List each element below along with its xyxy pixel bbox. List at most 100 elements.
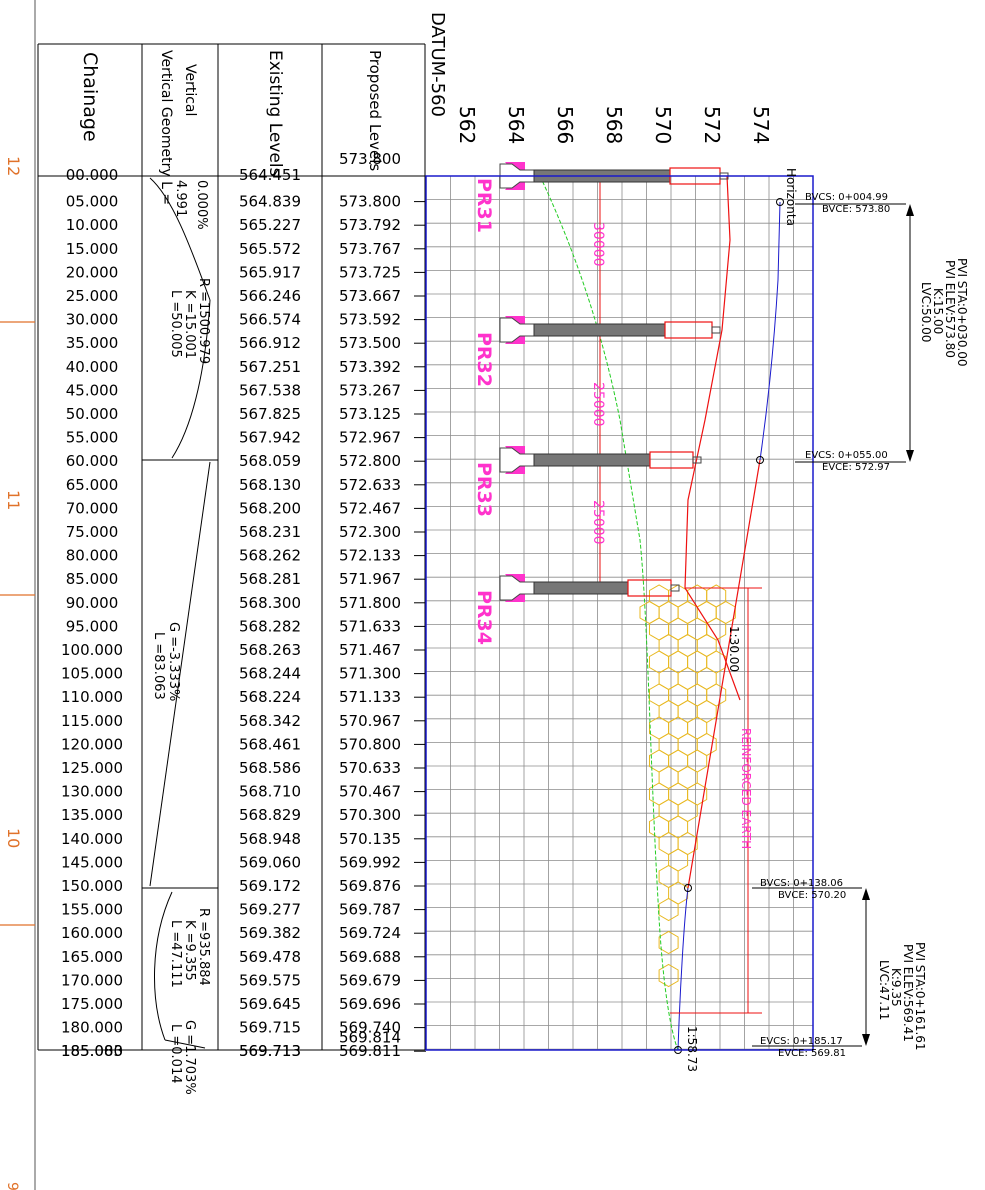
proposed-level-cell: 573.767 xyxy=(339,240,401,258)
existing-level-cell: 568.059 xyxy=(239,452,301,470)
existing-level-cell: 569.277 xyxy=(239,901,301,919)
existing-level-cell: 564.839 xyxy=(239,193,301,211)
curve1-k: K =15.001 xyxy=(182,290,197,359)
proposed-level-cell: 569.740 xyxy=(339,1019,401,1037)
proposed-level-cell: 571.133 xyxy=(339,688,401,706)
chainage-cell: 180.000 xyxy=(61,1019,123,1037)
bvcs-point-2 xyxy=(684,884,692,892)
existing-level-cell: 567.942 xyxy=(239,429,301,447)
bvce-2: BVCE: 570.20 xyxy=(778,890,846,901)
proposed-level-cell: 570.967 xyxy=(339,712,401,730)
header-existing-levels: Existing Levels xyxy=(265,50,285,177)
proposed-level-cell: 572.467 xyxy=(339,499,401,517)
reinforced-earth-label: REINFORCED EARTH xyxy=(739,728,753,849)
k-2: K:9.35 xyxy=(889,968,903,1007)
chainage-cell: 150.000 xyxy=(61,877,123,895)
margin-mark-12: 12 xyxy=(4,156,23,176)
proposed-red-line xyxy=(684,175,741,701)
proposed-level-cell: 573.792 xyxy=(339,216,401,234)
pier-label: PR32 xyxy=(473,332,495,387)
curve1-r: R =1500.979 xyxy=(196,278,211,364)
proposed-level-cell: 569.992 xyxy=(339,853,401,871)
existing-level-cell: 568.200 xyxy=(239,499,301,517)
proposed-blue-curve-2 xyxy=(677,887,689,1051)
curve2-r: R =935.884 xyxy=(196,908,211,986)
proposed-level-cell: 571.967 xyxy=(339,570,401,588)
axis-tick-label: 572 xyxy=(700,106,724,144)
chainage-cell: 90.000 xyxy=(66,594,119,612)
proposed-level-cell: 570.800 xyxy=(339,735,401,753)
datum-label: DATUM-560 xyxy=(427,12,448,117)
existing-level-cell: 568.300 xyxy=(239,594,301,612)
proposed-level-cell: 573.125 xyxy=(339,405,401,423)
evcs-point-1 xyxy=(756,456,764,464)
proposed-level-cell: 570.300 xyxy=(339,806,401,824)
chainage-cell: 165.000 xyxy=(61,948,123,966)
end-slope-label: 1:58.73 xyxy=(685,1026,699,1072)
existing-overstrike: 569.713 xyxy=(239,1042,301,1060)
axis-tick-label: 566 xyxy=(553,106,577,144)
data-table-frame xyxy=(37,43,426,1051)
existing-level-cell: 568.342 xyxy=(239,712,301,730)
curve2-l: L =47.111 xyxy=(168,920,183,988)
chainage-cell: 80.000 xyxy=(66,547,119,565)
existing-level-cell: 565.572 xyxy=(239,240,301,258)
slope-label: 1:30.00 xyxy=(727,626,741,672)
proposed-level-cell: 569.688 xyxy=(339,948,401,966)
proposed-level-cell: 572.633 xyxy=(339,476,401,494)
table-headers: Chainage Vertical Vertical Geometry L = … xyxy=(79,50,384,205)
axis-tick-label: 574 xyxy=(749,106,773,144)
existing-level-cell: 568.948 xyxy=(239,830,301,848)
existing-level-cell: 568.130 xyxy=(239,476,301,494)
chainage-cell: 115.000 xyxy=(61,712,123,730)
existing-level-cell: 569.478 xyxy=(239,948,301,966)
existing-level-cell: 569.713 xyxy=(239,1042,301,1060)
existing-level-cell: 567.825 xyxy=(239,405,301,423)
pier-2: PR32 xyxy=(473,316,721,387)
proposed-level-cell: 571.800 xyxy=(339,594,401,612)
existing-level-cell: 567.538 xyxy=(239,381,301,399)
geometry-g1: 0.000% xyxy=(194,180,209,230)
chainage-cell: 155.000 xyxy=(61,901,123,919)
lvc-2: LVC:47.11 xyxy=(877,960,891,1020)
proposed-level-cell: 573.592 xyxy=(339,311,401,329)
proposed-level-cell: 571.633 xyxy=(339,617,401,635)
chainage-cell: 20.000 xyxy=(66,263,119,281)
existing-level-cell: 567.251 xyxy=(239,358,301,376)
existing-level-cell: 568.224 xyxy=(239,688,301,706)
sheet-margin: 12 11 10 9 xyxy=(0,0,36,1190)
pvi-elev-1: PVI ELEV:573.80 xyxy=(943,260,957,358)
curve1-l: L =50.005 xyxy=(168,290,183,358)
chainage-cell: 145.000 xyxy=(61,853,123,871)
span-label-3: 25000 xyxy=(590,500,606,545)
pier-label: PR34 xyxy=(473,590,495,645)
proposed-level-cell: 570.135 xyxy=(339,830,401,848)
bvcs-point-1 xyxy=(776,198,784,206)
existing-level-cell: 569.382 xyxy=(239,924,301,942)
vertical-geometry-column: 0.000% 4.991 R =1500.979 K =15.001 L =50… xyxy=(149,177,211,1095)
chainage-cell: 185.000 xyxy=(61,1042,123,1060)
header-vertical-geometry: Vertical Geometry L = xyxy=(158,50,174,205)
margin-mark-10: 10 xyxy=(4,828,23,848)
header-vertical-geometry-a: Vertical xyxy=(182,64,198,116)
profile-lines xyxy=(539,175,784,1054)
chainage-cell: 75.000 xyxy=(66,523,119,541)
bvcs-2: BVCS: 0+138.06 xyxy=(760,878,843,889)
chainage-cell: 30.000 xyxy=(66,311,119,329)
pvi-sta-2: PVI STA:0+161.61 xyxy=(913,942,927,1051)
chainage-cell: 160.000 xyxy=(61,924,123,942)
proposed-level-cell: 572.133 xyxy=(339,547,401,565)
proposed-level-cell: 573.667 xyxy=(339,287,401,305)
chainage-cell: 135.000 xyxy=(61,806,123,824)
proposed-level-cell: 572.800 xyxy=(339,452,401,470)
chainage-cell: 55.000 xyxy=(66,429,119,447)
chainage-cell: 85.000 xyxy=(66,570,119,588)
chainage-cell: 130.000 xyxy=(61,783,123,801)
chainage-cell: 70.000 xyxy=(66,499,119,517)
span-label-1: 30000 xyxy=(590,222,606,267)
chainage-cell: 50.000 xyxy=(66,405,119,423)
proposed-level-cell: 573.267 xyxy=(339,381,401,399)
existing-level-cell: 565.917 xyxy=(239,263,301,281)
proposed-level-cell: 573.725 xyxy=(339,263,401,281)
chainage-cell: 40.000 xyxy=(66,358,119,376)
